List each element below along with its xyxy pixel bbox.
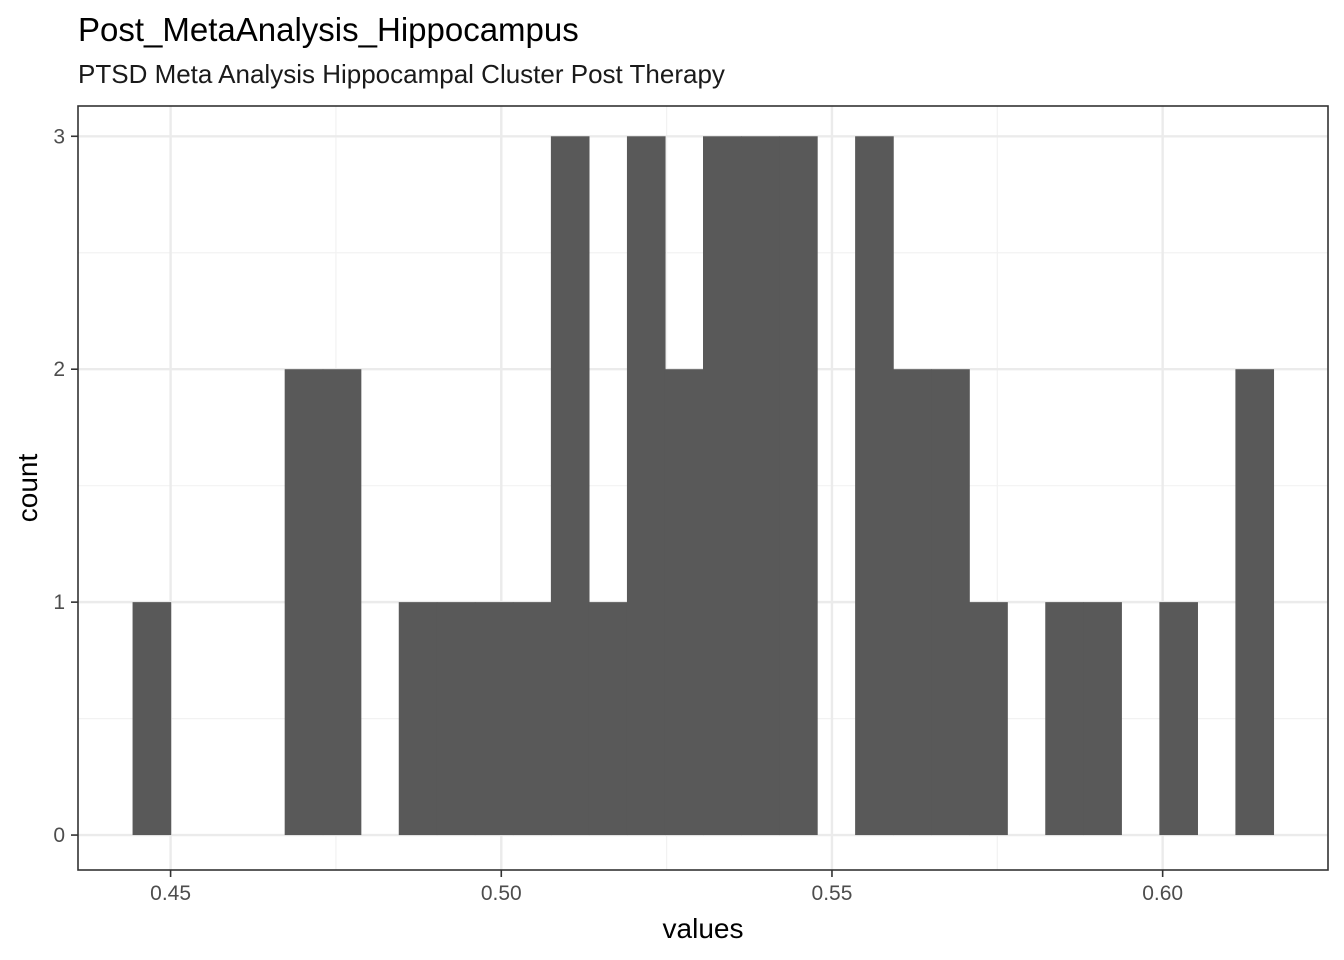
y-axis: 0 1 2 3: [53, 125, 78, 847]
y-axis-label: count: [12, 454, 43, 523]
histogram-bar: [398, 602, 438, 836]
histogram-bar: [1235, 369, 1275, 836]
histogram-bar: [132, 602, 172, 836]
histogram-bar: [1083, 602, 1122, 836]
x-tick-label: 0.60: [1142, 882, 1183, 905]
x-tick-label: 0.50: [481, 882, 522, 905]
y-tick-label: 1: [53, 591, 65, 614]
histogram-bar: [322, 369, 362, 836]
x-tick-label: 0.55: [812, 882, 853, 905]
x-axis: 0.45 0.50 0.55 0.60: [150, 870, 1183, 905]
histogram-bar: [779, 136, 818, 836]
x-axis-label: values: [663, 913, 744, 944]
x-tick-label: 0.45: [150, 882, 191, 905]
histogram-bar: [512, 602, 552, 836]
chart-subtitle: PTSD Meta Analysis Hippocampal Cluster P…: [78, 59, 725, 89]
chart-title: Post_MetaAnalysis_Hippocampus: [78, 11, 579, 48]
y-tick-label: 3: [53, 125, 65, 148]
histogram-bar: [436, 602, 476, 836]
histogram-bar: [664, 369, 704, 836]
histogram-bar: [855, 136, 894, 836]
y-tick-label: 0: [53, 824, 65, 847]
histogram-bar: [703, 136, 742, 836]
histogram-bar: [588, 602, 628, 836]
histogram-bar: [1045, 602, 1084, 836]
histogram-bar: [893, 369, 932, 836]
y-tick-label: 2: [53, 358, 65, 381]
histogram-bar: [284, 369, 324, 836]
histogram-bar: [931, 369, 970, 836]
histogram-bars: [132, 136, 1275, 836]
histogram-bar: [741, 136, 780, 836]
histogram-bar: [969, 602, 1008, 836]
histogram-bar: [626, 136, 666, 836]
plot-border: [77, 105, 1329, 871]
histogram-bar: [1159, 602, 1198, 836]
histogram-bar: [474, 602, 514, 836]
histogram-bar: [550, 136, 590, 836]
